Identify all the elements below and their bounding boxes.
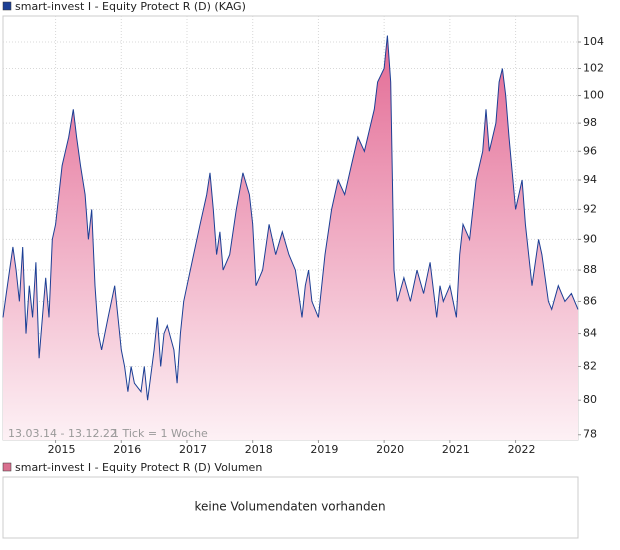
y-tick-label: 94 — [583, 173, 597, 186]
legend-swatch — [2, 1, 12, 11]
legend-label: smart-invest I - Equity Protect R (D) (K… — [15, 0, 246, 13]
x-tick-label: 2016 — [113, 443, 141, 456]
x-tick-label: 2018 — [245, 443, 273, 456]
y-tick-label: 82 — [583, 359, 597, 372]
y-tick-label: 88 — [583, 263, 597, 276]
volume-title: smart-invest I - Equity Protect R (D) Vo… — [15, 461, 262, 474]
x-tick-label: 2022 — [508, 443, 536, 456]
x-tick-label: 2015 — [48, 443, 76, 456]
y-tick-label: 98 — [583, 116, 597, 129]
volume-frame — [2, 476, 579, 539]
x-tick-label: 2019 — [310, 443, 338, 456]
y-tick-label: 92 — [583, 202, 597, 215]
price-line — [2, 35, 579, 401]
y-tick-label: 84 — [583, 327, 597, 340]
y-tick-label: 90 — [583, 232, 597, 245]
date-range: 13.03.14 - 13.12.22 — [8, 427, 117, 440]
tick-info: 1 Tick = 1 Woche — [112, 427, 208, 440]
y-tick-label: 96 — [583, 144, 597, 157]
y-tick-label: 86 — [583, 294, 597, 307]
x-tick-label: 2017 — [179, 443, 207, 456]
volume-message: keine Volumendaten vorhanden — [194, 500, 385, 514]
x-tick-label: 2021 — [442, 443, 470, 456]
y-tick-label: 100 — [583, 89, 604, 102]
y-tick-label: 104 — [583, 35, 604, 48]
area-fill — [3, 35, 578, 440]
x-tick-label: 2020 — [376, 443, 404, 456]
y-tick-label: 80 — [583, 393, 597, 406]
y-tick-label: 78 — [583, 428, 597, 441]
legend-swatch — [2, 462, 12, 472]
y-tick-label: 102 — [583, 62, 604, 75]
